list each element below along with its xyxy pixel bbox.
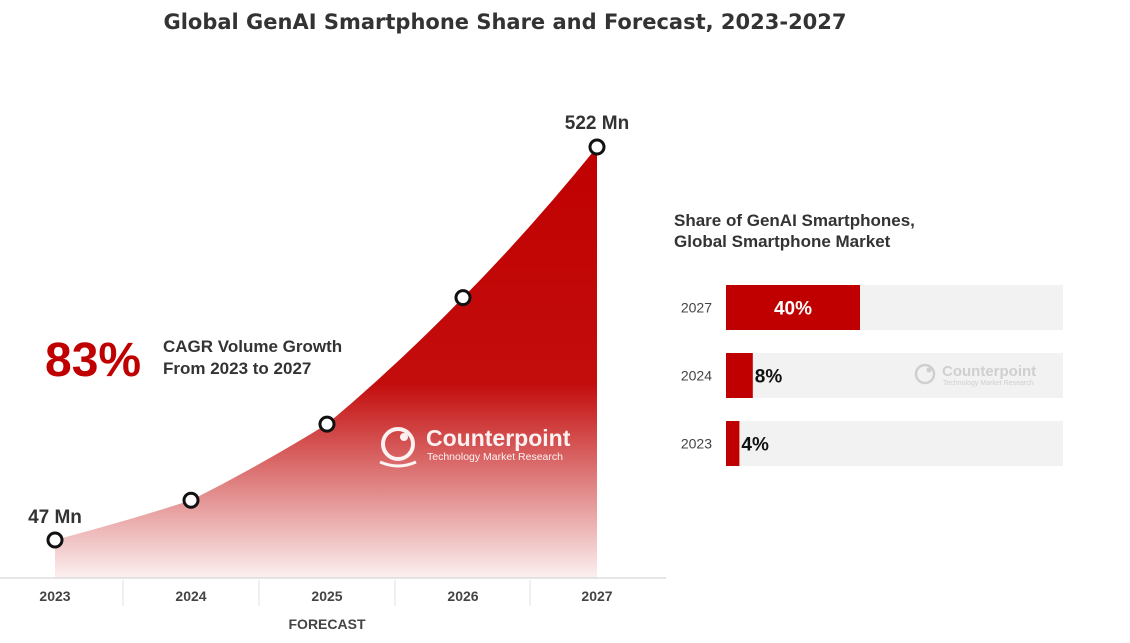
cagr-text-line1: CAGR Volume Growth <box>163 337 342 356</box>
x-tick-2027: 2027 <box>581 588 612 604</box>
watermark-brand: Counterpoint <box>426 425 571 451</box>
bar-chart-title-line1: Share of GenAI Smartphones, <box>674 211 915 230</box>
cagr-value: 83% <box>45 334 141 387</box>
bar-chart: Share of GenAI Smartphones, Global Smart… <box>674 211 1063 466</box>
bar-2027 <box>726 285 860 330</box>
data-point-2027 <box>588 138 606 156</box>
watermark-tagline: Technology Market Research <box>427 451 563 463</box>
bar-watermark-tagline: Technology Market Research <box>943 380 1034 387</box>
x-axis: 2023 2024 2025 2026 2027 FORECAST <box>0 577 666 632</box>
bar-value-label-2024: 8% <box>755 367 783 388</box>
counterpoint-logo-icon <box>914 363 936 385</box>
x-tick-2025: 2025 <box>311 588 342 604</box>
bar-chart-title-line2: Global Smartphone Market <box>674 232 891 251</box>
x-tick-2024: 2024 <box>175 588 206 604</box>
bar-track-2023 <box>726 421 1063 466</box>
cagr-text-line2: From 2023 to 2027 <box>163 359 311 378</box>
x-tick-2026: 2026 <box>447 588 478 604</box>
area-fill <box>55 147 597 578</box>
x-tick-2023: 2023 <box>39 588 70 604</box>
counterpoint-logo-icon <box>379 427 417 468</box>
bar-value-label-2023: 4% <box>741 435 769 456</box>
data-point-2023 <box>46 531 64 549</box>
bar-value-label-2027: 40% <box>774 299 812 320</box>
bar-2023 <box>726 421 740 466</box>
bar-2024 <box>726 353 753 398</box>
bar-watermark: Counterpoint Technology Market Research <box>914 363 1036 387</box>
area-chart: 47 Mn 522 Mn <box>28 113 629 578</box>
data-point-2024 <box>182 491 200 509</box>
data-label-2027: 522 Mn <box>565 113 629 134</box>
chart-title: Global GenAI Smartphone Share and Foreca… <box>163 10 846 34</box>
bar-category-2023: 2023 <box>681 436 712 452</box>
data-point-2026 <box>454 289 472 307</box>
cagr-annotation: 83% CAGR Volume Growth From 2023 to 2027 <box>45 334 342 387</box>
data-point-2025 <box>318 415 336 433</box>
bar-watermark-brand: Counterpoint <box>942 363 1036 380</box>
data-label-2023: 47 Mn <box>28 507 82 528</box>
bar-category-2027: 2027 <box>681 300 712 316</box>
x-axis-label: FORECAST <box>289 616 366 632</box>
bar-category-2024: 2024 <box>681 368 712 384</box>
bar-track-2024 <box>726 353 1063 398</box>
counterpoint-watermark: Counterpoint Technology Market Research <box>379 425 571 468</box>
